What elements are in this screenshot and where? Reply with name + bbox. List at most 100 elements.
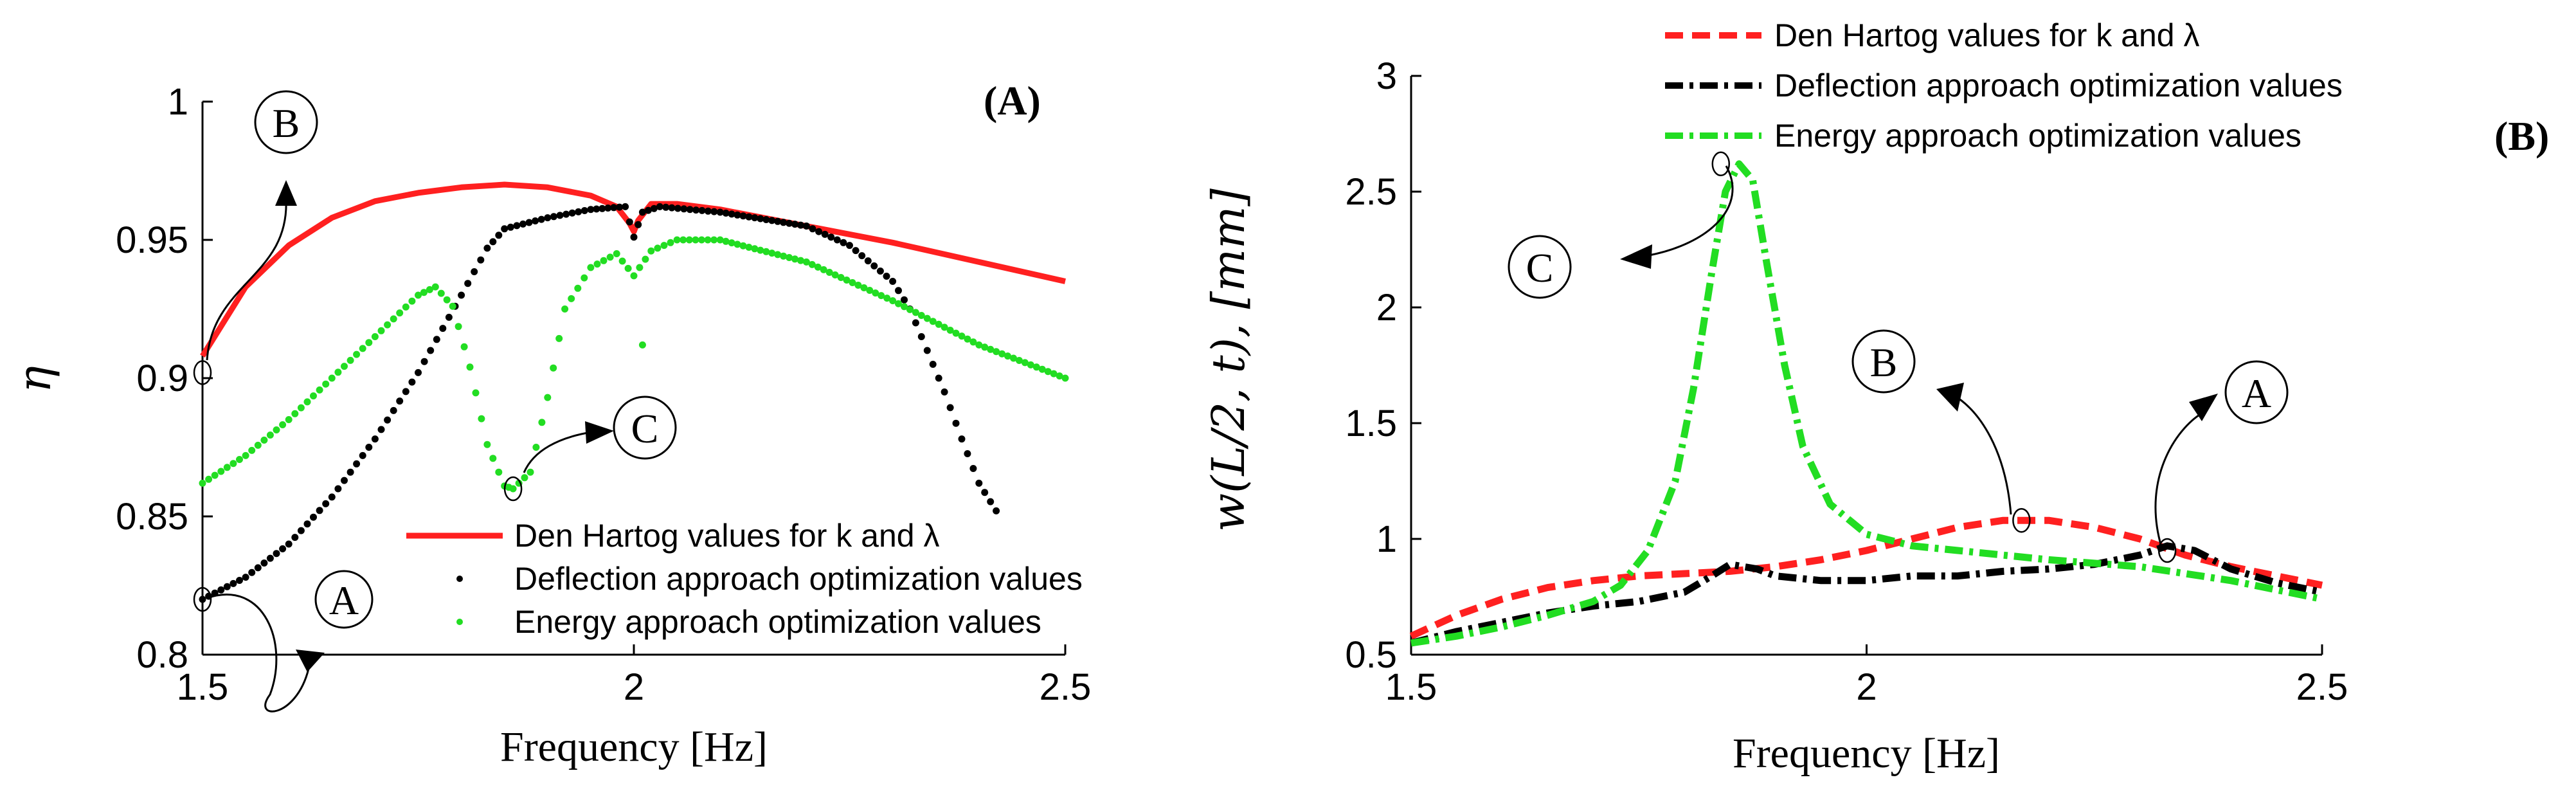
panel-b-y-tick-label: 1.5: [1345, 403, 1397, 444]
panel-a-series-deflection-point: [952, 419, 960, 427]
panel-a-series-energy-point: [574, 284, 582, 292]
panel-a-series-energy-point: [987, 345, 995, 353]
panel-a-series-deflection: [199, 203, 1000, 603]
panel-a-series-energy-point: [866, 287, 874, 294]
panel-a-series-deflection-point: [223, 583, 231, 590]
panel-a-series-deflection-point: [365, 444, 373, 451]
panel-a-series-energy-point: [460, 343, 468, 350]
panel-a-series-energy-point: [618, 257, 626, 265]
panel-a-series-energy-point: [495, 468, 503, 476]
panel-a-series-deflection-point: [883, 273, 890, 280]
panel-b-chart: 1.5 2 2.5 0.5 1 1.5 2 2.5 3 (B) Frequency [Hz] w…: [1202, 17, 2549, 777]
panel-a-series-energy-point: [642, 255, 649, 263]
panel-a-series-energy-point: [587, 264, 595, 271]
panel-a-series-deflection-point: [279, 545, 287, 552]
panel-a-series-energy-point: [762, 248, 770, 255]
panel-a-series-deflection-point: [846, 242, 853, 250]
panel-a-series-energy-point: [698, 236, 705, 244]
panel-a-series-deflection-point: [768, 217, 776, 224]
panel-a-series-energy-point: [808, 260, 816, 268]
panel-a-series-deflection-point: [638, 208, 646, 216]
panel-a-series-energy-point: [660, 242, 668, 250]
callout-a-arrowhead: [296, 650, 325, 672]
panel-a-series-energy-point: [408, 297, 416, 305]
panel-a-series-energy-point: [613, 250, 620, 257]
panel-a-series-energy-point: [328, 374, 336, 382]
panel-a-series-deflection-point: [650, 205, 658, 212]
panel-a-series-deflection-point: [889, 278, 897, 285]
panel-a-series-deflection-point: [471, 268, 478, 275]
panel-a-series-deflection-point: [402, 388, 410, 395]
panel-a-series-energy-point: [923, 314, 931, 322]
panel-a-series-energy-point: [685, 236, 693, 244]
callout-a-text: A: [329, 577, 359, 623]
panel-a-series-energy-point: [1061, 374, 1069, 382]
panel-a-series-deflection-point: [716, 208, 724, 216]
panel-a-series-deflection-point: [599, 205, 606, 212]
panel-a-x-tick-label: 2: [624, 666, 644, 708]
panel-a-series-energy-point: [260, 436, 268, 444]
panel-a-chart: 1.5 2 2.5 0.8 0.85 0.9 0.95 1 (A) Frequency [Hz…: [8, 78, 1091, 770]
legend-b-deflection-label: Deflection approach optimization values: [1774, 68, 2343, 104]
panel-a-series-deflection-point: [489, 238, 497, 246]
panel-a-callout-a-target: [193, 586, 212, 612]
panel-a-series-deflection-point: [745, 213, 753, 221]
panel-a-series-energy-point: [600, 257, 608, 264]
panel-a-series-energy-point: [710, 236, 718, 244]
panel-a-x-label: Frequency [Hz]: [500, 723, 768, 770]
panel-a-series-deflection-point: [797, 221, 804, 229]
panel-a-series-energy-point: [624, 264, 632, 272]
panel-a-series-deflection-point: [532, 217, 539, 224]
panel-b-x-tick-label: 2: [1856, 666, 1877, 708]
panel-a-series-energy-point: [443, 296, 451, 304]
panel-a-series-energy-point: [521, 474, 528, 482]
callout-a-arrow: [206, 594, 310, 713]
callout-b-circle: [254, 90, 318, 154]
panel-a-series-deflection-point: [662, 203, 670, 211]
panel-a-series-energy-point: [692, 236, 699, 244]
panel-a-series-deflection-point: [341, 477, 348, 484]
panel-a-series-deflection-point: [946, 404, 954, 412]
panel-a-series-deflection-point: [762, 216, 770, 223]
panel-a-series-energy-point: [745, 244, 753, 251]
panel-a-series-deflection-point: [581, 207, 588, 214]
panel-a-series-deflection-point: [987, 498, 995, 505]
panel-a-series-deflection-point: [833, 236, 841, 244]
callout-b-arrowhead: [275, 180, 297, 206]
panel-a-series-deflection-point: [347, 468, 354, 476]
panel-a-series-deflection-point: [780, 219, 788, 226]
callout-c-arrowhead: [585, 421, 614, 444]
panel-a-series-deflection-point: [495, 232, 503, 239]
panel-b-y-tick-label: 1: [1376, 518, 1397, 560]
panel-a-series-deflection-point: [802, 223, 810, 230]
panel-a-series-deflection-point: [377, 426, 385, 433]
panel-a-series-energy-point: [975, 341, 983, 349]
panel-a-series-energy-point: [606, 253, 614, 261]
panel-a-series-deflection-point: [273, 550, 280, 558]
panel-a-series-energy-point: [211, 471, 219, 479]
panel-a-series-deflection-point: [483, 244, 491, 252]
panel-b-callout-c: C: [1508, 165, 1734, 299]
panel-a-series-deflection-point: [958, 435, 966, 443]
panel-a-legend: Den Hartog values for k and λ Deflection…: [406, 518, 1083, 640]
panel-b-label: (B): [2494, 113, 2549, 159]
panel-a-series-energy-point: [802, 258, 810, 266]
panel-a-y-tick-label: 0.85: [116, 496, 188, 538]
panel-a-series-energy-point: [426, 286, 433, 293]
panel-a-series-energy-point: [837, 274, 845, 281]
panel-a-series-deflection-point: [519, 220, 527, 228]
panel-a-series-energy-point: [774, 251, 782, 259]
panel-a-series-energy-point: [757, 246, 764, 254]
panel-a-series-energy-point: [532, 444, 540, 451]
panel-a-series-deflection-point: [644, 206, 652, 214]
panel-a-series-deflection-point: [359, 451, 366, 459]
panel-a-series-energy-point: [1004, 352, 1011, 360]
callout-b-text: B: [273, 100, 300, 146]
panel-a-series-deflection-point: [390, 406, 397, 414]
panel-a-series-energy-point: [581, 274, 588, 282]
panel-a-series-deflection-point: [563, 210, 570, 218]
panel-a-series-deflection-point: [408, 378, 416, 386]
panel-a-series-deflection-point: [464, 280, 472, 287]
callout-a-circle: [314, 570, 374, 629]
panel-a-series-energy-point: [820, 266, 827, 273]
